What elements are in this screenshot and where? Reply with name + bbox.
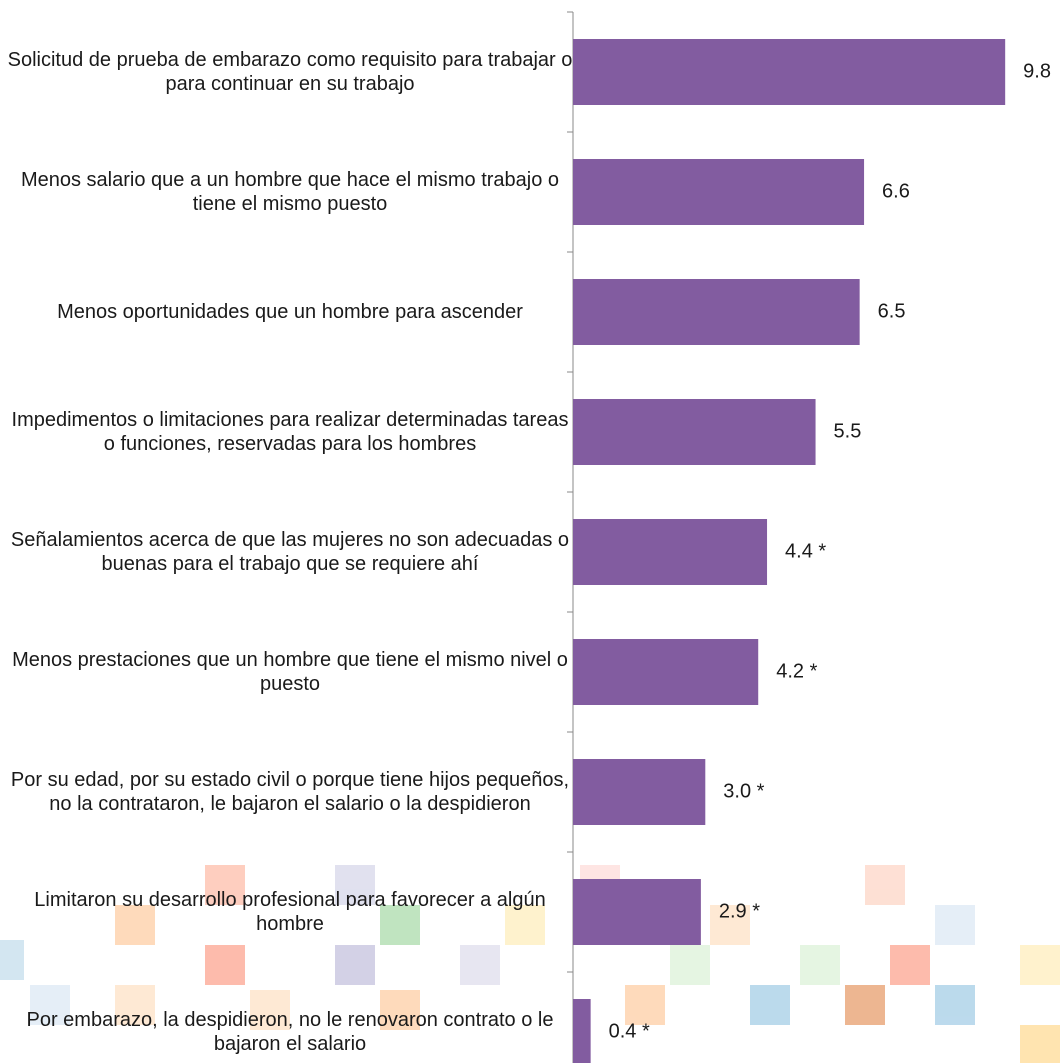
category-label: Por su edad, por su estado civil o porqu… (10, 769, 570, 815)
category-label: Señalamientos acerca de que las mujeres … (10, 529, 570, 575)
bar (573, 399, 816, 465)
bar (573, 999, 591, 1063)
value-label: 4.4 * (785, 540, 826, 562)
category-label: Impedimentos o limitaciones para realiza… (11, 409, 569, 455)
category-label: Por embarazo, la despidieron, no le reno… (26, 1009, 554, 1055)
value-label: 3.0 * (723, 780, 764, 802)
value-label: 4.2 * (776, 660, 817, 682)
category-label: Menos oportunidades que un hombre para a… (57, 301, 523, 323)
bar (573, 879, 701, 945)
value-label: 6.6 (882, 180, 910, 202)
value-label: 5.5 (834, 420, 862, 442)
value-label: 9.8 (1023, 60, 1051, 82)
category-label: Solicitud de prueba de embarazo como req… (7, 49, 573, 95)
category-label: Menos salario que a un hombre que hace e… (20, 169, 560, 215)
background-decoration (0, 865, 1060, 1063)
bar (573, 159, 865, 225)
bar (573, 279, 860, 345)
bar (573, 639, 759, 705)
bar (573, 39, 1006, 105)
value-label: 6.5 (878, 300, 906, 322)
value-label: 2.9 * (719, 900, 760, 922)
category-label: Menos prestaciones que un hombre que tie… (12, 649, 568, 695)
bar (573, 759, 706, 825)
category-label: Limitaron su desarrollo profesional para… (34, 889, 546, 935)
value-label: 0.4 * (609, 1020, 650, 1042)
bar (573, 519, 768, 585)
